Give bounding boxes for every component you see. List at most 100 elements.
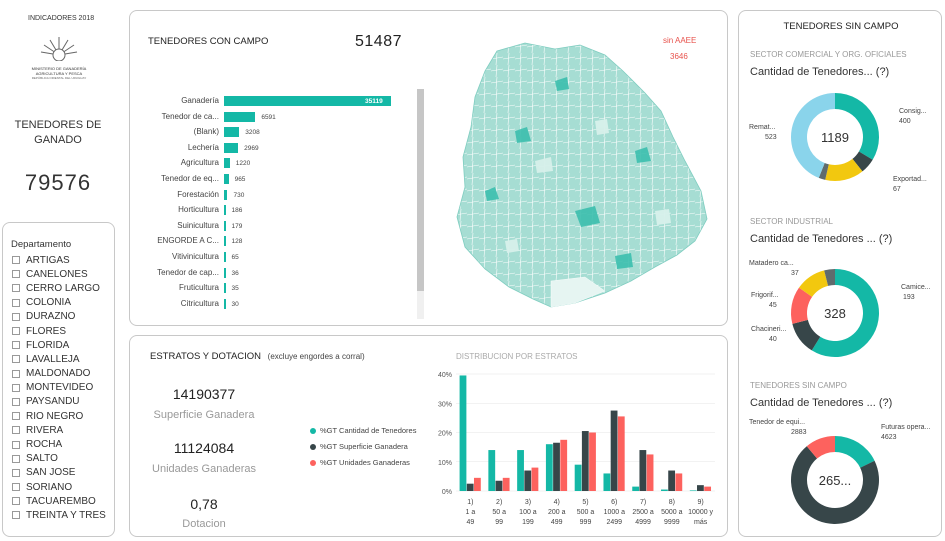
- estrato-bar[interactable]: [495, 480, 503, 491]
- donut-slice[interactable]: [835, 93, 879, 160]
- actividad-bar[interactable]: [224, 174, 229, 184]
- departamento-checkbox[interactable]: [12, 383, 20, 392]
- donut-slice[interactable]: [791, 446, 879, 524]
- actividad-bar[interactable]: [224, 158, 230, 169]
- estrato-bar[interactable]: [697, 485, 704, 491]
- estrato-bar[interactable]: [488, 450, 496, 491]
- actividad-bar-row[interactable]: Lechería 2969: [130, 141, 420, 155]
- departamento-item[interactable]: CERRO LARGO: [12, 281, 112, 295]
- donut-slice[interactable]: [852, 151, 873, 172]
- actividad-bar[interactable]: [224, 252, 226, 262]
- donut-chart[interactable]: 1189 Consig... 400 Exportad... 67 Remat... 523: [739, 11, 943, 538]
- estrato-bar[interactable]: [610, 410, 618, 491]
- departamento-checkbox[interactable]: [12, 426, 20, 435]
- actividad-bar[interactable]: [224, 189, 228, 200]
- departamento-checkbox[interactable]: [12, 397, 20, 406]
- estrato-bar[interactable]: [517, 450, 524, 491]
- donut-slice[interactable]: [792, 319, 821, 351]
- actividad-bar-row[interactable]: (Blank) 3208: [130, 125, 420, 139]
- bar-chart-scrollbar[interactable]: [417, 89, 424, 319]
- departamento-checkbox[interactable]: [12, 497, 20, 506]
- estrato-bar[interactable]: [661, 489, 668, 491]
- legend-item[interactable]: %GT Superficie Ganadera: [310, 442, 408, 451]
- actividad-bar[interactable]: [224, 142, 239, 153]
- actividad-bar[interactable]: [224, 298, 226, 309]
- departamento-item[interactable]: FLORIDA: [12, 338, 112, 352]
- departamento-item[interactable]: DURAZNO: [12, 310, 112, 324]
- estrato-bar[interactable]: [574, 464, 582, 491]
- estrato-bar[interactable]: [689, 490, 697, 492]
- actividad-bar[interactable]: [224, 96, 391, 106]
- departamento-checkbox[interactable]: [12, 284, 20, 293]
- donut-slice[interactable]: [824, 269, 835, 286]
- actividad-bar[interactable]: [224, 220, 226, 231]
- departamento-checkbox[interactable]: [12, 298, 20, 307]
- scrollbar-thumb[interactable]: [417, 89, 424, 291]
- estrato-bar[interactable]: [466, 483, 474, 491]
- uruguay-map[interactable]: [455, 41, 715, 311]
- actividad-bar-row[interactable]: Horticultura 186: [130, 203, 420, 217]
- departamento-checkbox[interactable]: [12, 327, 20, 336]
- estrato-bar[interactable]: [675, 473, 683, 491]
- donut-slice[interactable]: [791, 93, 835, 178]
- departamento-checkbox[interactable]: [12, 468, 20, 477]
- actividad-bar-row[interactable]: Tenedor de eq... 965: [130, 172, 420, 186]
- actividad-bar-row[interactable]: Agricultura 1220: [130, 156, 420, 170]
- estrato-bar[interactable]: [589, 432, 596, 492]
- legend-item[interactable]: %GT Cantidad de Tenedores: [310, 426, 416, 435]
- departamento-item[interactable]: CANELONES: [12, 267, 112, 281]
- departamento-checkbox[interactable]: [12, 511, 20, 520]
- estrato-bar[interactable]: [581, 431, 589, 491]
- actividad-bar-row[interactable]: Citricultura 30: [130, 297, 420, 311]
- departamento-checkbox[interactable]: [12, 369, 20, 378]
- donut-slice[interactable]: [799, 270, 829, 297]
- estrato-bar[interactable]: [553, 442, 560, 491]
- actividad-bar[interactable]: [224, 111, 256, 122]
- estrato-bar[interactable]: [668, 470, 676, 491]
- estrato-bar[interactable]: [545, 444, 553, 491]
- departamento-item[interactable]: SAN JOSE: [12, 466, 112, 480]
- departamento-item[interactable]: RIVERA: [12, 423, 112, 437]
- donut-slice[interactable]: [791, 287, 813, 324]
- donut-slice[interactable]: [835, 436, 875, 468]
- departamento-item[interactable]: ROCHA: [12, 437, 112, 451]
- estrato-bar[interactable]: [646, 454, 654, 491]
- departamento-checkbox[interactable]: [12, 341, 20, 350]
- departamento-item[interactable]: MONTEVIDEO: [12, 381, 112, 395]
- actividad-bar-row[interactable]: Suinicultura 179: [130, 219, 420, 233]
- departamento-item[interactable]: COLONIA: [12, 296, 112, 310]
- actividad-bar[interactable]: [224, 267, 226, 278]
- donut-chart[interactable]: 328 Camice... 193 Chacineri... 40 Frigorif...…: [739, 11, 943, 538]
- estrato-bar[interactable]: [617, 416, 625, 491]
- actividad-bar[interactable]: [224, 236, 226, 247]
- departamento-item[interactable]: TREINTA Y TRES: [12, 508, 112, 522]
- departamento-checkbox[interactable]: [12, 483, 20, 492]
- estrato-bar[interactable]: [524, 470, 532, 491]
- actividad-bar[interactable]: [224, 205, 226, 216]
- actividad-bar-row[interactable]: Ganadería 35119: [130, 94, 420, 108]
- actividad-bar-row[interactable]: Tenedor de cap... 36: [130, 266, 420, 280]
- departamento-item[interactable]: TACUAREMBO: [12, 494, 112, 508]
- donut-chart[interactable]: 265... Futuras opera... 4623 Tenedor de equ…: [739, 11, 943, 538]
- actividad-bar[interactable]: [224, 283, 226, 294]
- departamento-item[interactable]: FLORES: [12, 324, 112, 338]
- donut-slice[interactable]: [818, 163, 829, 180]
- donut-slice[interactable]: [806, 436, 835, 459]
- estrato-bar[interactable]: [473, 477, 481, 491]
- donut-slice[interactable]: [811, 269, 879, 357]
- departamento-item[interactable]: ARTIGAS: [12, 253, 112, 267]
- actividad-bar[interactable]: [224, 127, 240, 138]
- estrato-bar[interactable]: [639, 450, 647, 491]
- actividad-bar-row[interactable]: Vitivinicultura 65: [130, 250, 420, 264]
- estrato-bar[interactable]: [704, 486, 712, 491]
- departamento-item[interactable]: MALDONADO: [12, 367, 112, 381]
- departamento-checkbox[interactable]: [12, 355, 20, 364]
- actividad-bar-row[interactable]: Fruticultura 35: [130, 281, 420, 295]
- departamento-checkbox[interactable]: [12, 312, 20, 321]
- legend-item[interactable]: %GT Unidades Ganaderas: [310, 458, 410, 467]
- departamento-checkbox[interactable]: [12, 440, 20, 449]
- actividad-bar-row[interactable]: Forestación 730: [130, 188, 420, 202]
- actividad-bar-row[interactable]: Tenedor de ca... 6591: [130, 110, 420, 124]
- estrato-bar[interactable]: [459, 375, 467, 491]
- departamento-item[interactable]: SORIANO: [12, 480, 112, 494]
